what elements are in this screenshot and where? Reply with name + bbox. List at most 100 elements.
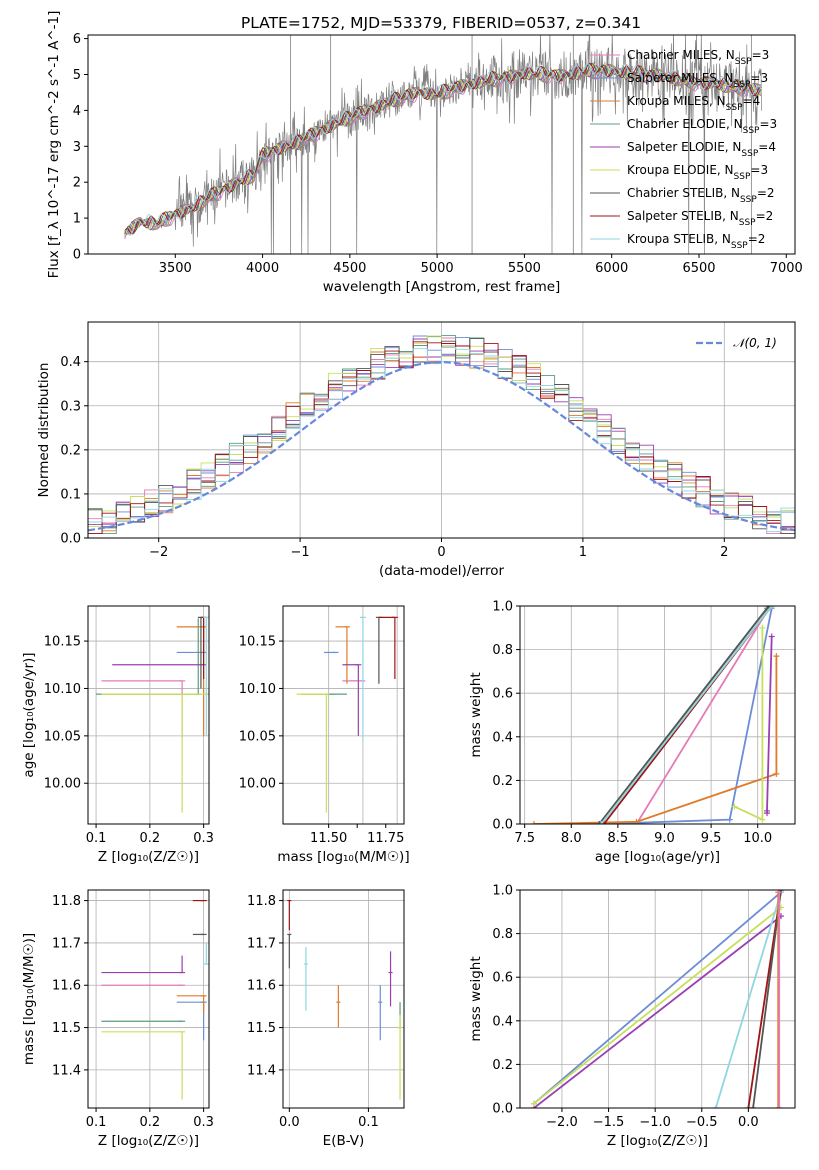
y-tick-label: 1.0 [492,600,513,615]
x-axis-label: Z [log₁₀(Z/Z☉)] [98,849,199,865]
x-tick-label: 0.1 [86,1115,107,1130]
y-tick-label: 11.5 [52,1021,81,1036]
legend-label: Kroupa STELIB, NSSP=2 [627,232,765,251]
y-tick-label: 11.4 [247,1063,276,1078]
x-tick-label: 9.0 [654,831,675,846]
marker [726,816,733,823]
y-tick-label: 1.0 [492,884,513,899]
legend-label: Chabrier STELIB, NSSP=2 [627,186,775,205]
x-tick-label: −1 [291,545,310,560]
y-tick-label: 0.2 [492,774,513,789]
x-tick-label: 4000 [246,261,279,276]
x-tick-label: 1 [579,545,587,560]
y-tick-label: 0.8 [492,927,513,942]
y-tick-label: 0.2 [60,443,81,458]
y-tick-label: 10.15 [239,635,276,650]
x-tick-label: 5000 [421,261,454,276]
y-tick-label: 0.4 [492,1014,513,1029]
y-tick-label: 0.0 [60,532,81,547]
marker [596,821,603,824]
y-tick-label: 11.6 [247,979,276,994]
model-line [124,63,762,235]
x-tick-label: −2 [149,545,168,560]
marker [759,624,766,631]
plot-area-age-vs-mass [283,606,404,824]
model-line [124,63,762,236]
mass-weight-line [766,636,773,814]
marker [530,1100,537,1107]
axes-age-vs-Z: 0.1 0.2 0.3 10.00 10.05 10.10 10.15 Z [log₁₀(Z/… [21,605,214,865]
y-tick-label: 0.0 [492,1102,513,1117]
x-tick-label: 0.2 [140,831,161,846]
axes-massweight-vs-age: 7.5 8.0 8.5 9.0 9.5 10.0 0.0 0.2 0.4 0.6 0.8 1.0 age… [468,600,796,865]
y-tick-label: 0.4 [492,730,513,745]
plot-area-massweight-vs-Z [520,890,795,1108]
axes-frame [519,889,796,1109]
plot-area-mass-vs-ebv [283,890,404,1108]
axes-spectrum: 3500 4000 4500 5000 5500 6000 6500 7000 0 1 2 3 4 5 6 w… [46,11,803,295]
x-tick-label: 10.0 [743,831,772,846]
x-tick-label: 2 [720,545,728,560]
model-line [124,62,762,235]
marker [768,633,775,640]
x-tick-label: 9.5 [701,831,722,846]
y-axis-label: Flux [f_λ 10^-17 erg cm^-2 s^-1 A^-1] [46,11,62,279]
axes-frame [282,605,405,825]
mass-weight-line [752,890,782,1108]
y-tick-label: 10.05 [44,729,81,744]
axes-frame [282,889,405,1109]
y-tick-label: 3 [73,140,81,155]
axes-age-vs-mass: 11.50 11.75 10.00 10.05 10.10 10.15 mass [log₁… [239,605,410,865]
y-tick-label: 11.8 [52,894,81,909]
x-tick-label: 5500 [508,261,541,276]
mass-weight-line [714,891,782,1108]
y-tick-label: 10.05 [239,729,276,744]
x-tick-label: 11.75 [367,831,404,846]
x-tick-label: −1.5 [593,1115,625,1130]
axes-massweight-vs-Z: −2.0 −1.5 −1.0 −0.5 0.0 0.0 0.2 0.4 0.6 0.8 1.0 Z [… [468,884,796,1149]
legend-label: 𝒩(0, 1) [733,336,777,350]
marker [731,803,738,810]
marker [776,1105,783,1108]
x-axis-label: wavelength [Angstrom, rest frame] [323,279,561,295]
x-tick-label: 0.1 [86,831,107,846]
y-tick-label: 11.6 [52,979,81,994]
y-tick-label: 10.10 [44,682,81,697]
y-tick-label: 0.0 [492,818,513,833]
y-tick-label: 11.7 [52,936,81,951]
marker [773,653,780,660]
x-tick-label: 0.3 [193,831,214,846]
marker [764,807,771,814]
mass-weight-line [600,606,773,824]
x-axis-label: Z [log₁₀(Z/Z☉)] [607,1133,708,1149]
legend-label: Kroupa ELODIE, NSSP=3 [627,163,768,182]
x-tick-label: 0.0 [738,1115,759,1130]
marker [750,1105,757,1108]
normal-curve [88,360,795,532]
plot-area-age-vs-Z [88,606,209,824]
mass-weight-line [533,656,778,824]
axes-residuals: −2 −1 0 1 2 0.0 0.1 0.2 0.3 0.4 (data-model)/error… [36,321,796,579]
y-tick-label: 11.8 [247,894,276,909]
legend-label: Salpeter ELODIE, NSSP=4 [627,140,776,159]
x-tick-label: −0.5 [686,1115,718,1130]
y-axis-label: mass weight [468,956,484,1041]
mass-weight-line [533,915,782,1108]
y-axis-label: age [log₁₀(age/yr)] [21,652,37,777]
y-tick-label: 11.7 [247,936,276,951]
marker [775,1105,782,1108]
marker [768,606,775,609]
y-tick-label: 4 [73,104,81,119]
axes-mass-vs-Z: 0.1 0.2 0.3 11.4 11.5 11.6 11.7 11.8 Z [log₁₀(Z/… [21,889,214,1149]
x-tick-label: 8.5 [608,831,629,846]
plot-area-mass-vs-Z [88,890,209,1108]
x-tick-label: 0.0 [279,1115,300,1130]
x-tick-label: 6500 [682,261,715,276]
x-tick-label: 0 [437,545,445,560]
x-tick-label: −2.0 [546,1115,578,1130]
y-tick-label: 1 [73,212,81,227]
x-tick-label: 3500 [159,261,192,276]
y-tick-label: 6 [73,32,81,47]
figure-title: PLATE=1752, MJD=53379, FIBERID=0537, z=0… [241,14,641,32]
x-tick-label: 7000 [770,261,803,276]
